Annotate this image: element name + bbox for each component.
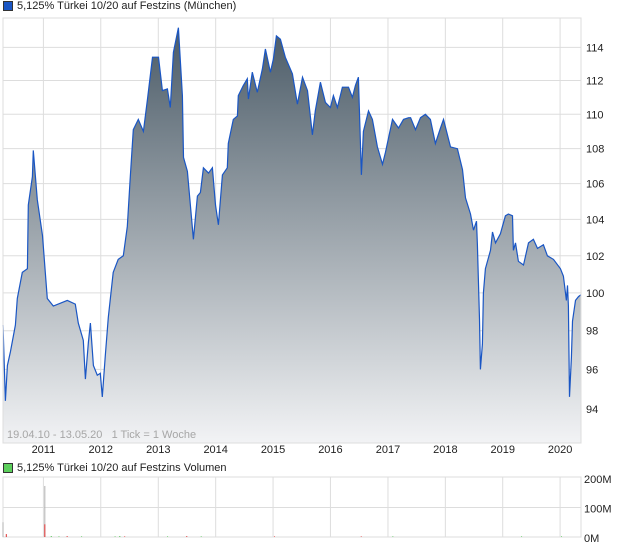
volume-legend-label: 5,125% Türkei 10/20 auf Festzins Volumen — [17, 462, 227, 474]
x-tick-label: 2013 — [146, 444, 170, 456]
x-tick-label: 2012 — [89, 444, 113, 456]
y-tick-label: 98 — [586, 326, 598, 338]
price-plot-frame — [2, 17, 582, 444]
x-tick-label: 2019 — [490, 444, 514, 456]
volume-legend: 5,125% Türkei 10/20 auf Festzins Volumen — [3, 462, 227, 474]
x-tick-label: 2014 — [203, 444, 227, 456]
price-legend-swatch — [3, 1, 13, 11]
y-tick-label: 96 — [586, 364, 598, 376]
price-area — [3, 27, 581, 443]
volume-y-tick-label: 0M — [584, 533, 599, 545]
y-tick-label: 106 — [586, 179, 604, 191]
x-tick-label: 2020 — [548, 444, 572, 456]
y-tick-label: 114 — [586, 42, 604, 54]
y-tick-label: 110 — [586, 109, 604, 121]
y-tick-label: 112 — [586, 76, 604, 88]
price-legend: 5,125% Türkei 10/20 auf Festzins (Münche… — [3, 0, 236, 12]
x-tick-label: 2015 — [261, 444, 285, 456]
date-range-info: 19.04.10 - 13.05.20 1 Tick = 1 Woche — [7, 429, 196, 441]
volume-y-tick-label: 100M — [584, 504, 612, 516]
price-line — [2, 27, 582, 401]
x-tick-label: 2018 — [433, 444, 457, 456]
y-tick-label: 94 — [586, 404, 598, 416]
x-tick-label: 2011 — [32, 444, 56, 456]
y-tick-label: 104 — [586, 214, 604, 226]
volume-legend-swatch — [3, 463, 13, 473]
x-tick-label: 2017 — [376, 444, 400, 456]
y-tick-label: 100 — [586, 288, 604, 300]
x-tick-label: 2016 — [318, 444, 342, 456]
price-legend-label: 5,125% Türkei 10/20 auf Festzins (Münche… — [17, 0, 237, 12]
volume-y-tick-label: 200M — [584, 474, 612, 486]
y-tick-label: 108 — [586, 144, 604, 156]
y-tick-label: 102 — [586, 251, 604, 263]
